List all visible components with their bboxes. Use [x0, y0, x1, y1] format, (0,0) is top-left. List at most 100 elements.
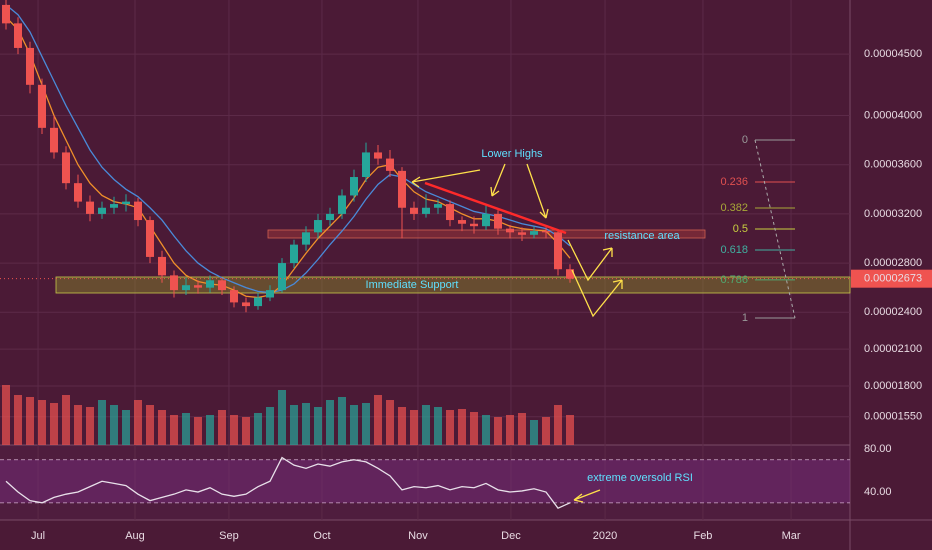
ma-slow [5, 4, 571, 294]
volume-bar [302, 403, 310, 445]
volume-bar [14, 395, 22, 445]
candle-body [506, 228, 514, 233]
candle-body [14, 23, 22, 48]
candle-body [326, 213, 334, 221]
lower-highs-label: Lower Highs [481, 148, 543, 160]
last-price-label: 0.00002673 [864, 273, 922, 285]
candle-body [26, 47, 34, 85]
volume-bar [386, 400, 394, 445]
rsi-tick-label: 40.00 [864, 486, 892, 498]
y-tick-label: 0.00004000 [864, 109, 922, 121]
candle-body [410, 207, 418, 214]
y-tick-label: 0.00002100 [864, 343, 922, 355]
volume-bar [362, 403, 370, 445]
volume-bar [422, 405, 430, 445]
rsi-tick-label: 80.00 [864, 443, 892, 455]
candle-body [530, 231, 538, 235]
volume-bar [158, 410, 166, 445]
candle-body [542, 231, 550, 233]
volume-bar [542, 417, 550, 445]
candle-body [338, 195, 346, 214]
candle-body [122, 201, 130, 205]
arrow [526, 163, 549, 219]
volume-bar [206, 415, 214, 445]
candle-body [146, 220, 154, 257]
fib-label: 0.5 [733, 223, 748, 235]
rsi-label: extreme oversold RSI [587, 472, 693, 484]
candle-body [554, 232, 562, 270]
volume-bar [170, 415, 178, 445]
volume-bar [350, 405, 358, 445]
volume-bar [134, 400, 142, 445]
candle-body [482, 213, 490, 227]
candle-body [242, 302, 250, 307]
candle-body [206, 280, 214, 288]
volume-bar [518, 413, 526, 445]
x-tick-label: Oct [313, 530, 330, 542]
candle-body [470, 223, 478, 227]
candle-body [110, 204, 118, 208]
volume-bar [242, 417, 250, 445]
resistance-label: resistance area [604, 230, 680, 242]
fib-label: 0.236 [720, 176, 748, 188]
x-tick-label: Dec [501, 530, 521, 542]
rsi-band-fill [0, 459, 850, 503]
volume-bar [374, 395, 382, 445]
ma-fast [5, 16, 571, 299]
candle-body [86, 201, 94, 214]
volume-bar [554, 405, 562, 445]
resistance-zone [267, 229, 706, 239]
arrows [411, 163, 623, 503]
candle-body [422, 207, 430, 214]
volume-bar [2, 385, 10, 445]
volume-bar [182, 413, 190, 445]
candle-body [398, 170, 406, 208]
candle-body [290, 244, 298, 264]
fib-label: 0.382 [720, 202, 748, 214]
fib-label: 1 [742, 312, 748, 324]
volume-bar [194, 417, 202, 445]
volume-bar [410, 410, 418, 445]
volume-bar [98, 400, 106, 445]
volume-bar [230, 415, 238, 445]
volume-bar [266, 407, 274, 445]
trend-line [424, 181, 567, 235]
volume-bar [398, 407, 406, 445]
volume-bar [494, 417, 502, 445]
y-tick-label: 0.00003200 [864, 208, 922, 220]
volume-bar [26, 397, 34, 445]
support-zone [55, 276, 851, 294]
candle-body [134, 201, 142, 221]
candle-body [38, 84, 46, 128]
volume-bar [278, 390, 286, 445]
x-tick-label: Feb [693, 530, 712, 542]
candle-body [2, 4, 10, 24]
x-tick-label: 2020 [593, 530, 617, 542]
arrow [573, 489, 601, 503]
volume [2, 385, 574, 445]
candle-body [254, 297, 262, 307]
fib-diagonal [754, 139, 796, 319]
volume-bar [470, 412, 478, 445]
volume-bar [314, 407, 322, 445]
volume-bar [434, 407, 442, 445]
candle-body [98, 207, 106, 214]
candle-body [494, 213, 502, 229]
volume-bar [326, 400, 334, 445]
rsi-pane [0, 445, 850, 520]
candle-body [194, 285, 202, 288]
arrow [571, 269, 623, 318]
candle-body [566, 269, 574, 279]
candle-body [230, 290, 238, 303]
rsi-line [5, 456, 571, 509]
x-tick-label: Jul [31, 530, 45, 542]
candle-body [50, 127, 58, 153]
x-tick-label: Sep [219, 530, 239, 542]
candle-body [74, 183, 82, 202]
candle-body [362, 152, 370, 178]
candle-body [158, 256, 166, 276]
volume-bar [530, 420, 538, 445]
volume-bar [50, 403, 58, 445]
x-tick-label: Nov [408, 530, 428, 542]
